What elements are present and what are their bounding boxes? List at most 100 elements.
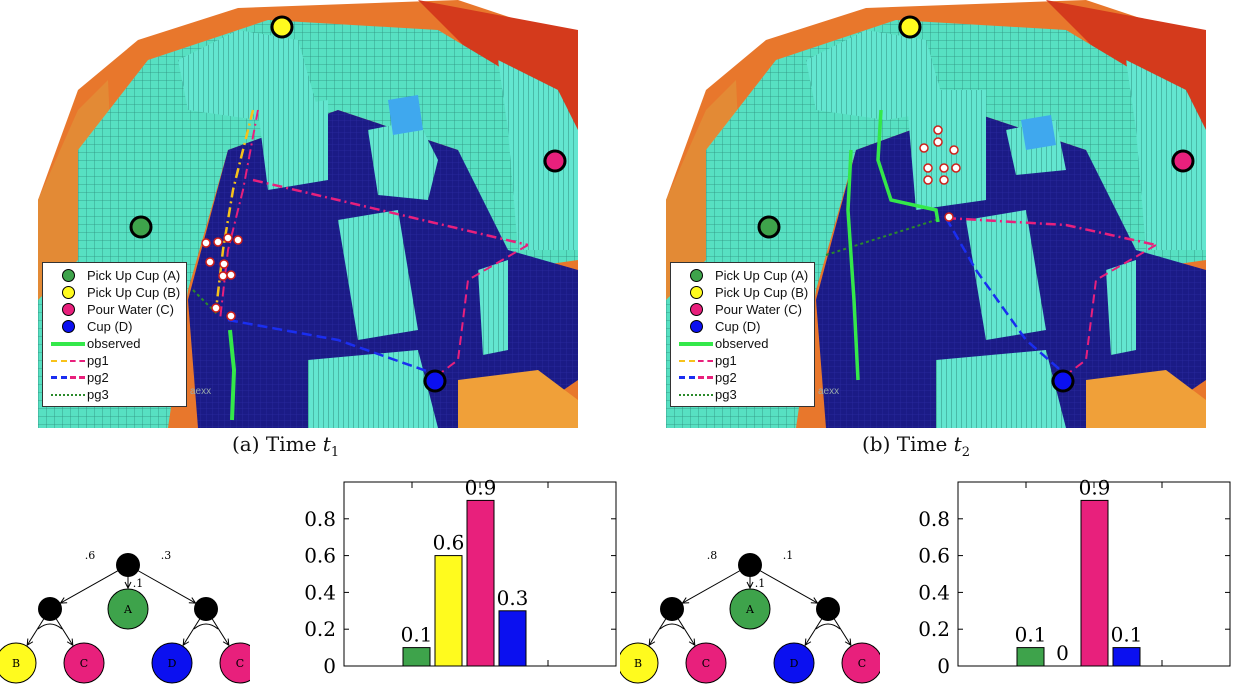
legend-entry: Pick Up Cup (A) [49,267,180,284]
bar-value-label: 0.9 [465,475,497,499]
legend-entry: observed [677,335,808,352]
caption-var: t [322,432,331,456]
arrowhead-icon [681,597,690,604]
legend-marker-icon [677,286,715,299]
bar [434,555,463,667]
bar [402,647,431,667]
y-tick-label: 0.4 [304,580,336,604]
arrowhead-icon [746,581,754,590]
tree-node [38,597,62,621]
arrowhead-icon [26,638,34,647]
y-tick-label: 0.6 [918,544,950,568]
tree-node [660,597,684,621]
tree-node [816,597,840,621]
legend-entry: Pour Water (C) [677,301,808,318]
legend-marker-icon [49,286,87,299]
legend-entry: pg3 [49,386,180,403]
bar-value-label: 0.1 [401,623,433,647]
legend-marker-icon [49,393,87,396]
and-arc [37,623,63,630]
legend-label: Pick Up Cup (B) [87,285,181,300]
caption-sub: 2 [961,445,970,460]
legend-label: pg3 [87,387,109,402]
legend-entry: pg1 [677,352,808,369]
legend-entry: Cup (D) [677,318,808,335]
legend-marker-icon [49,341,87,346]
and-arc [193,623,219,630]
and-arc [815,623,841,630]
y-tick-label: 0.6 [304,544,336,568]
legend-label: Pick Up Cup (A) [87,268,181,283]
y-tick-label: 0.8 [918,507,950,531]
tree-edge-label: .1 [133,577,144,590]
y-tick-label: 0.8 [304,507,336,531]
goal-tree-b: A B C D C .8 .1 .1 [620,549,880,684]
tree-leaf-label: C [858,657,866,670]
y-tick-label: 0.4 [918,580,950,604]
caption-var: t [953,432,962,456]
legend-marker-icon [677,269,715,282]
legend-label: pg1 [715,353,737,368]
tree-edge-label: .1 [755,577,766,590]
tree-node [194,597,218,621]
legend-entry: Pour Water (C) [49,301,180,318]
bar-value-label: 0 [1056,641,1069,665]
legend-box: Pick Up Cup (A) Pick Up Cup (B) Pour Water… [42,262,188,407]
tree-leaf-node [63,642,105,684]
legend-label: observed [87,336,141,351]
legend-label: pg2 [715,370,737,385]
scene-panel-b: aexx Pick Up Cup (A) Pick Up Cup (B) Pour … [666,0,1206,428]
tree-edge [749,564,818,604]
legend-label: Pick Up Cup (B) [715,285,809,300]
legend-label: pg3 [715,387,737,402]
legend-marker-icon [49,359,87,362]
y-tick-label: 0 [937,654,950,678]
caption-sub: 1 [330,445,340,460]
tree-edge [682,564,751,604]
legend-entry: Pick Up Cup (B) [677,284,808,301]
tree-node [116,553,140,577]
tree-leaf-label: C [236,657,244,670]
bar-value-label: 0.1 [1015,623,1047,647]
legend-entry: Cup (D) [49,318,180,335]
legend-entry: pg2 [49,369,180,386]
legend-marker-icon [49,269,87,282]
tree-leaf-label: B [12,657,20,670]
tree-edge-label: .6 [85,549,96,562]
tree-leaf-node [773,642,815,684]
tree-leaf-label: A [123,603,133,616]
caption-prefix: (b) Time [862,432,954,456]
tree-leaf-label: C [80,657,88,670]
tree-leaf-node [219,642,250,684]
scene-panel-a: aexx Pick Up Cup (A) Pick Up Cup (B) Pour … [38,0,578,428]
arrowhead-icon [66,638,74,647]
tree-edge-label: .1 [783,549,794,562]
tree-leaf-label: C [702,657,710,670]
bar-value-label: 0.6 [433,531,465,555]
legend-entry: pg2 [677,369,808,386]
bar [466,499,495,667]
caption-prefix: (a) Time [232,432,323,456]
bar [498,610,527,667]
caption-b: (b) Time t2 [862,432,970,460]
legend-marker-icon [677,376,715,379]
legend-label: Pour Water (C) [715,302,802,317]
bar [1112,647,1141,667]
legend-entry: pg3 [677,386,808,403]
y-tick-label: 0 [323,654,336,678]
legend-marker-icon [677,320,715,333]
tree-leaf-node [620,642,659,684]
y-tick-label: 0.2 [918,617,950,641]
bar-value-label: 0.9 [1079,475,1111,499]
legend-entry: pg1 [49,352,180,369]
bar-value-label: 0.1 [1111,623,1143,647]
caption-a: (a) Time t1 [232,432,339,460]
arrowhead-icon [648,638,656,647]
probability-bar-chart-b: 0 0.2 0.4 0.6 0.8 0.1 0 0.9 0.1 [918,475,1231,678]
arrowhead-icon [688,638,696,647]
tree-leaf-label: D [168,657,177,670]
tree-edge [127,564,196,604]
goal-tree-a: A B C D C .6 .1 .3 [0,549,250,684]
legend-entry: observed [49,335,180,352]
legend-label: Pour Water (C) [87,302,174,317]
